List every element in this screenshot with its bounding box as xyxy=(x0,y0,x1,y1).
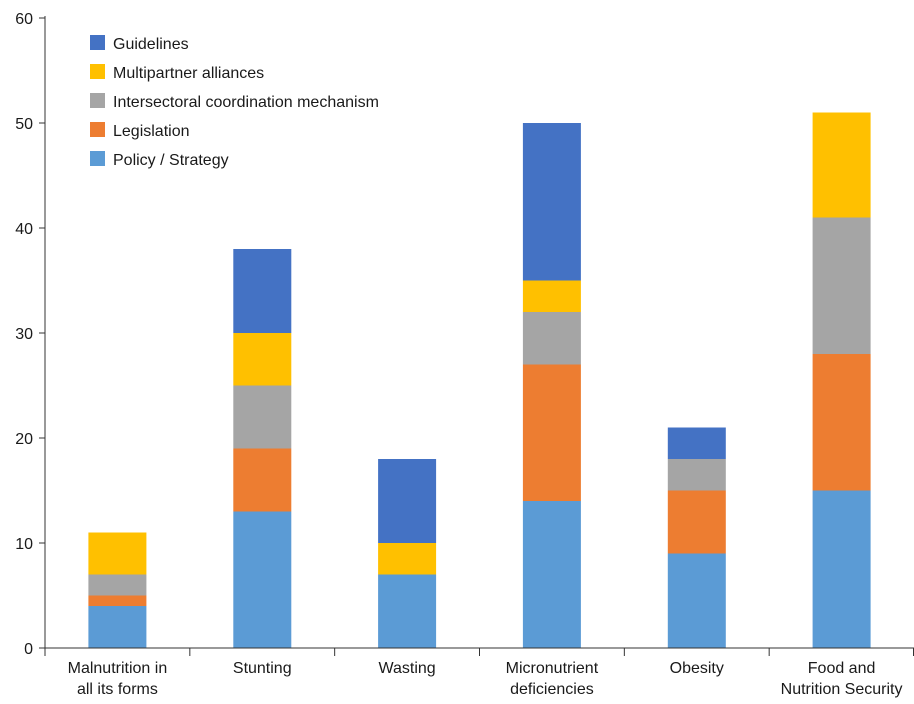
legend-label: Legislation xyxy=(113,123,190,140)
y-tick-label: 20 xyxy=(15,431,33,448)
legend-label: Guidelines xyxy=(113,36,189,53)
bar-micronutrient-deficiencies-legislation xyxy=(522,364,581,501)
bar-micronutrient-deficiencies-guidelines xyxy=(522,123,581,281)
bar-wasting-multipartner-alliances xyxy=(378,543,437,575)
x-tick-labels: Malnutrition in all its forms Stunting Wast… xyxy=(68,660,903,698)
y-tick-label: 50 xyxy=(15,116,33,133)
y-tick-label: 40 xyxy=(15,221,33,238)
legend-label: Policy / Strategy xyxy=(113,152,229,169)
bar-food-and-nutrition-security-legislation xyxy=(812,354,871,491)
bar-stunting-multipartner-alliances xyxy=(233,333,292,386)
y-tick-label: 60 xyxy=(15,11,33,28)
x-category-label: Malnutrition in all its forms xyxy=(68,660,168,698)
bar-food-and-nutrition-security-policy-strategy xyxy=(812,490,871,648)
bar-wasting-policy-strategy xyxy=(378,574,437,648)
legend-item-legislation: Legislation xyxy=(90,122,190,140)
legend-swatch xyxy=(90,151,105,166)
bar-obesity-guidelines xyxy=(667,427,726,459)
bar-food-and-nutrition-security-multipartner-alliances xyxy=(812,112,871,218)
legend-item-multipartner-alliances: Multipartner alliances xyxy=(90,64,264,82)
bar-obesity-intersectoral-coordination-mechanism xyxy=(667,459,726,491)
bar-stunting-policy-strategy xyxy=(233,511,292,648)
legend-item-guidelines: Guidelines xyxy=(90,35,189,53)
bar-stunting-intersectoral-coordination-mechanism xyxy=(233,385,292,449)
legend-swatch xyxy=(90,35,105,50)
x-category-label: Stunting xyxy=(233,660,292,677)
bar-micronutrient-deficiencies-policy-strategy xyxy=(522,501,581,648)
bar-wasting-guidelines xyxy=(378,459,437,543)
y-tick-label: 10 xyxy=(15,536,33,553)
legend-label: Intersectoral coordination mechanism xyxy=(113,94,379,111)
bar-stunting-guidelines xyxy=(233,249,292,333)
bar-micronutrient-deficiencies-multipartner-alliances xyxy=(522,280,581,312)
bar-stunting-legislation xyxy=(233,448,292,512)
bar-malnutrition-in-all-its-forms-multipartner-alliances xyxy=(88,532,147,575)
bars-layer xyxy=(88,112,871,648)
y-tick-labels: 0 10 20 30 40 50 60 xyxy=(15,11,33,658)
bar-malnutrition-in-all-its-forms-legislation xyxy=(88,595,147,606)
bar-micronutrient-deficiencies-intersectoral-coordination-mechanism xyxy=(522,312,581,365)
legend-item-policy-strategy: Policy / Strategy xyxy=(90,151,229,169)
bar-obesity-policy-strategy xyxy=(667,553,726,648)
bar-malnutrition-in-all-its-forms-intersectoral-coordination-mechanism xyxy=(88,574,147,596)
legend-swatch xyxy=(90,122,105,137)
x-category-label: Food and Nutrition Security xyxy=(781,660,903,698)
legend: Guidelines Multipartner alliances Intersec… xyxy=(90,35,379,169)
bar-obesity-legislation xyxy=(667,490,726,554)
axes-layer xyxy=(39,16,914,656)
x-category-label: Micronutrient deficiencies xyxy=(506,660,599,698)
legend-item-intersectoral-coordination-mechanism: Intersectoral coordination mechanism xyxy=(90,93,379,111)
legend-label: Multipartner alliances xyxy=(113,65,264,82)
legend-swatch xyxy=(90,64,105,79)
bar-malnutrition-in-all-its-forms-policy-strategy xyxy=(88,606,147,648)
bar-food-and-nutrition-security-intersectoral-coordination-mechanism xyxy=(812,217,871,354)
x-category-label: Obesity xyxy=(670,660,724,677)
y-tick-label: 30 xyxy=(15,326,33,343)
legend-swatch xyxy=(90,93,105,108)
y-tick-label: 0 xyxy=(24,641,33,658)
x-category-label: Wasting xyxy=(378,660,435,677)
